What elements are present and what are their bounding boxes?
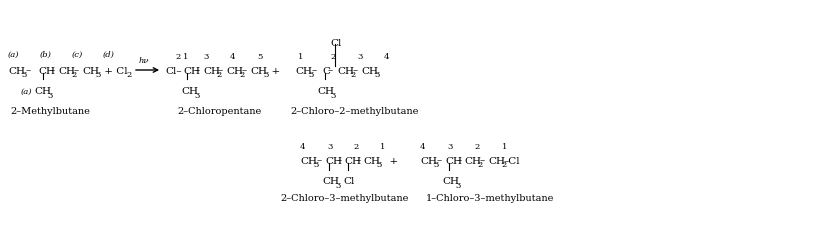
Text: –: – — [218, 66, 223, 75]
Text: 3: 3 — [373, 71, 379, 79]
Text: –: – — [337, 156, 342, 165]
Text: 4: 4 — [300, 142, 305, 150]
Text: 2–Chloro–2–methylbutane: 2–Chloro–2–methylbutane — [291, 106, 419, 115]
Text: 5: 5 — [256, 53, 262, 61]
Text: –: – — [50, 66, 55, 75]
Text: hν: hν — [139, 57, 149, 65]
Text: 2–Methylbutane: 2–Methylbutane — [10, 106, 90, 115]
Text: –: – — [311, 66, 317, 75]
Text: –: – — [317, 156, 322, 165]
Text: –: – — [352, 66, 358, 75]
Text: 1: 1 — [501, 142, 507, 150]
Text: C: C — [322, 66, 329, 75]
Text: (b): (b) — [40, 51, 52, 59]
Text: CH: CH — [464, 156, 481, 165]
Text: CH: CH — [317, 87, 333, 96]
Text: CH: CH — [360, 66, 378, 75]
Text: 4: 4 — [229, 53, 235, 61]
Text: +: + — [265, 66, 280, 75]
Text: 3: 3 — [432, 160, 438, 168]
Text: CH: CH — [250, 66, 267, 75]
Text: CH: CH — [226, 66, 242, 75]
Text: –: – — [328, 66, 333, 75]
Text: –: – — [74, 66, 79, 75]
Text: 3: 3 — [313, 160, 318, 168]
Text: 3: 3 — [455, 181, 459, 189]
Text: (a): (a) — [21, 88, 33, 96]
Text: –: – — [437, 156, 441, 165]
Text: 2: 2 — [174, 53, 180, 61]
Text: Cl–: Cl– — [165, 66, 181, 75]
Text: 3: 3 — [263, 71, 268, 79]
Text: CH: CH — [295, 66, 311, 75]
Text: 2: 2 — [477, 160, 482, 168]
Text: CH: CH — [419, 156, 437, 165]
Text: 4: 4 — [383, 53, 389, 61]
Text: CH: CH — [203, 66, 219, 75]
Text: CH: CH — [58, 66, 75, 75]
Text: + Cl: + Cl — [101, 66, 128, 75]
Text: –: – — [456, 156, 462, 165]
Text: (a): (a) — [8, 51, 20, 59]
Text: 3: 3 — [47, 92, 52, 100]
Text: 3: 3 — [327, 142, 332, 150]
Text: 3: 3 — [446, 142, 452, 150]
Text: 3: 3 — [329, 92, 335, 100]
Text: CH: CH — [344, 156, 360, 165]
Text: 3: 3 — [95, 71, 100, 79]
Text: CH: CH — [82, 66, 99, 75]
Text: (c): (c) — [72, 51, 84, 59]
Text: CH: CH — [445, 156, 461, 165]
Text: 2: 2 — [473, 142, 478, 150]
Text: 2: 2 — [329, 53, 335, 61]
Text: CH: CH — [324, 156, 342, 165]
Text: –: – — [26, 66, 31, 75]
Text: CH: CH — [34, 87, 51, 96]
Text: 3: 3 — [21, 71, 26, 79]
Text: CH: CH — [38, 66, 55, 75]
Text: 3: 3 — [194, 92, 199, 100]
Text: (d): (d) — [103, 51, 115, 59]
Text: CH: CH — [8, 66, 25, 75]
Text: 3: 3 — [308, 71, 313, 79]
Text: 1: 1 — [297, 53, 303, 61]
Text: 2: 2 — [238, 71, 244, 79]
Text: 2: 2 — [352, 142, 358, 150]
Text: CH: CH — [337, 66, 354, 75]
Text: 1–Chloro–3–methylbutane: 1–Chloro–3–methylbutane — [425, 194, 554, 203]
Text: CH: CH — [363, 156, 379, 165]
Text: –Cl: –Cl — [504, 156, 520, 165]
Text: 3: 3 — [376, 160, 381, 168]
Text: 2: 2 — [350, 71, 355, 79]
Text: 1: 1 — [183, 53, 188, 61]
Text: 2: 2 — [500, 160, 505, 168]
Text: 4: 4 — [419, 142, 425, 150]
Text: CH: CH — [441, 177, 459, 186]
Text: Cl: Cl — [342, 177, 354, 186]
Text: –: – — [355, 156, 361, 165]
Text: CH: CH — [322, 177, 338, 186]
Text: 2: 2 — [71, 71, 76, 79]
Text: 3: 3 — [203, 53, 208, 61]
Text: CH: CH — [181, 87, 197, 96]
Text: 2: 2 — [215, 71, 221, 79]
Text: –: – — [195, 66, 200, 75]
Text: –: – — [479, 156, 485, 165]
Text: –: – — [242, 66, 247, 75]
Text: Cl: Cl — [329, 38, 341, 47]
Text: 2–Chloropentane: 2–Chloropentane — [178, 106, 262, 115]
Text: 2: 2 — [126, 71, 131, 79]
Text: CH: CH — [300, 156, 317, 165]
Text: CH: CH — [183, 66, 200, 75]
Text: +: + — [382, 156, 398, 165]
Text: 1: 1 — [379, 142, 385, 150]
Text: 3: 3 — [335, 181, 340, 189]
Text: 3: 3 — [356, 53, 362, 61]
Text: CH: CH — [487, 156, 505, 165]
Text: 2–Chloro–3–methylbutane: 2–Chloro–3–methylbutane — [280, 194, 409, 203]
